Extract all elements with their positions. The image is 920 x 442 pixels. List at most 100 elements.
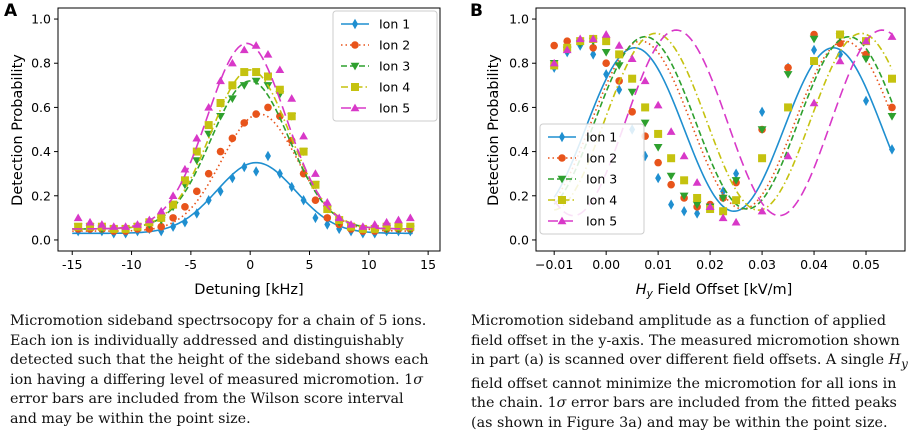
legend-marker — [350, 62, 360, 71]
panel-a-ylabel: Detection Probability — [10, 54, 26, 206]
fit-curve — [72, 161, 413, 235]
series-ion-1 — [551, 40, 896, 219]
panel-a-plot-area: -15 -10 -5 0 5 10 150.00.20.40.60.81.0 Ion 1Ion… — [31, 7, 441, 272]
data-point — [227, 58, 237, 67]
data-point — [810, 57, 819, 66]
data-point — [615, 50, 624, 59]
data-point — [169, 214, 177, 222]
data-point — [288, 181, 295, 193]
legend-marker — [558, 154, 566, 162]
data-point — [757, 206, 767, 215]
data-point — [627, 54, 637, 63]
data-point — [655, 172, 662, 184]
data-point — [181, 203, 189, 211]
y-tick-label: 0.4 — [509, 144, 529, 159]
data-point — [653, 143, 663, 152]
y-tick-label: 0.0 — [509, 232, 529, 247]
data-point — [311, 196, 320, 204]
caption-a: Micromotion sideband spectrsocopy for a … — [10, 312, 435, 430]
data-point — [311, 180, 320, 189]
data-point — [263, 49, 273, 58]
data-point — [550, 41, 558, 50]
data-point — [718, 194, 728, 203]
data-point — [627, 88, 637, 97]
data-point — [204, 121, 213, 130]
data-point — [405, 213, 415, 222]
data-point — [681, 206, 688, 217]
data-point — [253, 166, 260, 177]
data-point — [323, 214, 332, 222]
data-point — [666, 127, 676, 135]
legend-marker — [350, 103, 360, 112]
data-point — [287, 112, 296, 121]
data-point — [887, 113, 897, 121]
data-point — [240, 119, 249, 127]
data-point — [732, 196, 741, 205]
legend-label: Ion 5 — [379, 101, 410, 116]
fit-curve — [553, 35, 893, 210]
data-point — [97, 220, 107, 228]
data-point — [679, 192, 689, 201]
data-point — [323, 205, 332, 214]
data-point — [181, 217, 188, 228]
data-point — [324, 219, 331, 230]
data-point — [888, 103, 896, 112]
data-point — [156, 206, 166, 215]
data-point — [811, 44, 818, 56]
data-point — [601, 48, 611, 57]
x-tick-label: 0 — [246, 257, 254, 272]
data-point — [694, 208, 701, 219]
fit-curve — [72, 69, 413, 230]
data-point — [192, 133, 202, 142]
legend-label: Ion 3 — [586, 172, 617, 187]
figure: A -15 -10 -5 0 5 10 150.00.20.40.60.81.0 Ion 1I… — [4, 1, 906, 300]
x-tick-label: 0.01 — [644, 257, 672, 272]
data-point — [861, 36, 871, 45]
data-point — [311, 169, 320, 177]
data-point — [641, 103, 650, 112]
data-point — [666, 172, 676, 181]
legend-label: Ion 1 — [379, 17, 410, 32]
x-tick-label: 15 — [420, 257, 436, 272]
data-point — [204, 103, 214, 111]
data-point — [229, 172, 236, 184]
data-point — [276, 168, 283, 179]
fit-curve — [554, 32, 893, 211]
data-point — [642, 150, 649, 162]
legend-label: Ion 1 — [586, 130, 617, 145]
x-tick-label: -5 — [185, 257, 197, 272]
data-point — [239, 45, 249, 54]
x-tick-label: 0.00 — [592, 257, 620, 272]
y-tick-label: 1.0 — [31, 12, 51, 27]
data-point — [887, 32, 897, 40]
data-point — [653, 100, 663, 109]
y-tick-label: 0.8 — [31, 56, 51, 71]
data-point — [109, 222, 119, 230]
data-point — [346, 220, 356, 228]
data-point — [861, 55, 871, 64]
y-tick-label: 1.0 — [509, 12, 529, 27]
caption-b-h-subscript: y — [901, 357, 908, 372]
data-point — [170, 221, 177, 232]
data-point — [809, 98, 819, 107]
data-point — [602, 59, 610, 68]
data-point — [240, 68, 249, 77]
data-point — [204, 169, 213, 178]
data-point — [719, 207, 728, 216]
data-point — [731, 217, 741, 226]
data-point — [193, 208, 200, 219]
data-point — [889, 144, 896, 155]
legend-frame — [332, 10, 438, 122]
caption-a-sigma: σ — [413, 371, 423, 388]
data-point — [157, 213, 166, 222]
data-point — [589, 43, 597, 52]
data-point — [299, 147, 308, 156]
data-point — [837, 49, 844, 60]
legend-frame — [539, 123, 645, 235]
x-tick-label: -15 — [62, 257, 82, 272]
data-point — [263, 72, 272, 81]
data-point — [216, 147, 225, 156]
data-point — [205, 194, 212, 206]
x-tick-label: 0.02 — [696, 257, 724, 272]
legend-marker — [351, 83, 359, 91]
